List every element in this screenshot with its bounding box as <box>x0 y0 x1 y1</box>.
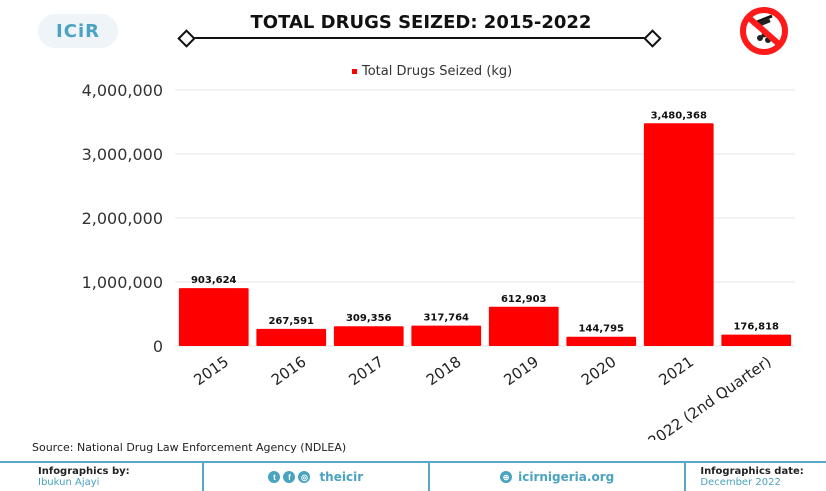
data-label: 267,591 <box>268 316 314 327</box>
social-handle[interactable]: theicir <box>319 470 364 484</box>
facebook-icon[interactable]: f <box>283 471 296 483</box>
y-tick-label: 2,000,000 <box>82 209 163 228</box>
logo-text: ICiR <box>56 20 100 42</box>
x-tick-label: 2018 <box>423 353 465 390</box>
date-cell: Infographics date: December 2022 <box>686 463 826 491</box>
no-drugs-icon <box>740 7 788 55</box>
bar <box>411 325 482 346</box>
bar <box>256 328 327 346</box>
data-label: 317,764 <box>423 313 469 324</box>
credit-cell: Infographics by: Ibukun Ajayi <box>0 463 204 491</box>
legend-swatch <box>352 69 357 74</box>
data-label: 903,624 <box>191 275 237 286</box>
x-tick-label: 2019 <box>500 353 542 390</box>
title-underline <box>186 37 652 39</box>
y-tick-label: 1,000,000 <box>82 273 163 292</box>
date-label: Infographics date: <box>700 466 804 477</box>
y-tick-label: 0 <box>153 337 163 356</box>
credit-label: Infographics by: <box>38 466 130 477</box>
data-label: 176,818 <box>733 322 779 333</box>
bar <box>566 336 637 346</box>
credit-name: Ibukun Ajayi <box>38 477 100 488</box>
data-label: 144,795 <box>578 324 624 335</box>
x-tick-label: 2016 <box>268 353 310 390</box>
data-label: 3,480,368 <box>651 110 707 121</box>
footer-bar: Infographics by: Ibukun Ajayi t f ◎ thei… <box>0 461 826 491</box>
data-label: 309,356 <box>346 313 392 324</box>
bar <box>721 334 792 346</box>
icir-logo: ICiR <box>38 14 118 48</box>
x-tick-label: 2021 <box>655 353 697 390</box>
globe-icon: ⊕ <box>500 471 513 483</box>
legend-label: Total Drugs Seized (kg) <box>361 64 512 79</box>
twitter-icon[interactable]: t <box>268 471 281 483</box>
y-tick-label: 3,000,000 <box>82 145 163 164</box>
data-label: 612,903 <box>501 294 547 305</box>
bar <box>488 306 559 346</box>
y-tick-label: 4,000,000 <box>82 81 163 100</box>
social-cell: t f ◎ theicir <box>204 463 430 491</box>
date-value: December 2022 <box>700 477 781 488</box>
source-note: Source: National Drug Law Enforcement Ag… <box>32 441 347 454</box>
bar <box>178 288 249 346</box>
instagram-icon[interactable]: ◎ <box>298 471 311 483</box>
x-tick-label: 2015 <box>190 353 232 390</box>
x-tick-label: 2022 (2nd Quarter) <box>645 353 775 440</box>
bar-chart: 0 1,000,000 2,000,000 3,000,000 4,000,000 Tot… <box>82 64 795 440</box>
bar <box>643 123 714 347</box>
x-tick-label: 2017 <box>345 353 387 390</box>
x-tick-label: 2020 <box>578 353 620 390</box>
website-link[interactable]: icirnigeria.org <box>518 470 615 484</box>
website-cell: ⊕ icirnigeria.org <box>430 463 687 491</box>
page-title: TOTAL DRUGS SEIZED: 2015-2022 <box>250 12 592 33</box>
bar <box>333 326 404 346</box>
